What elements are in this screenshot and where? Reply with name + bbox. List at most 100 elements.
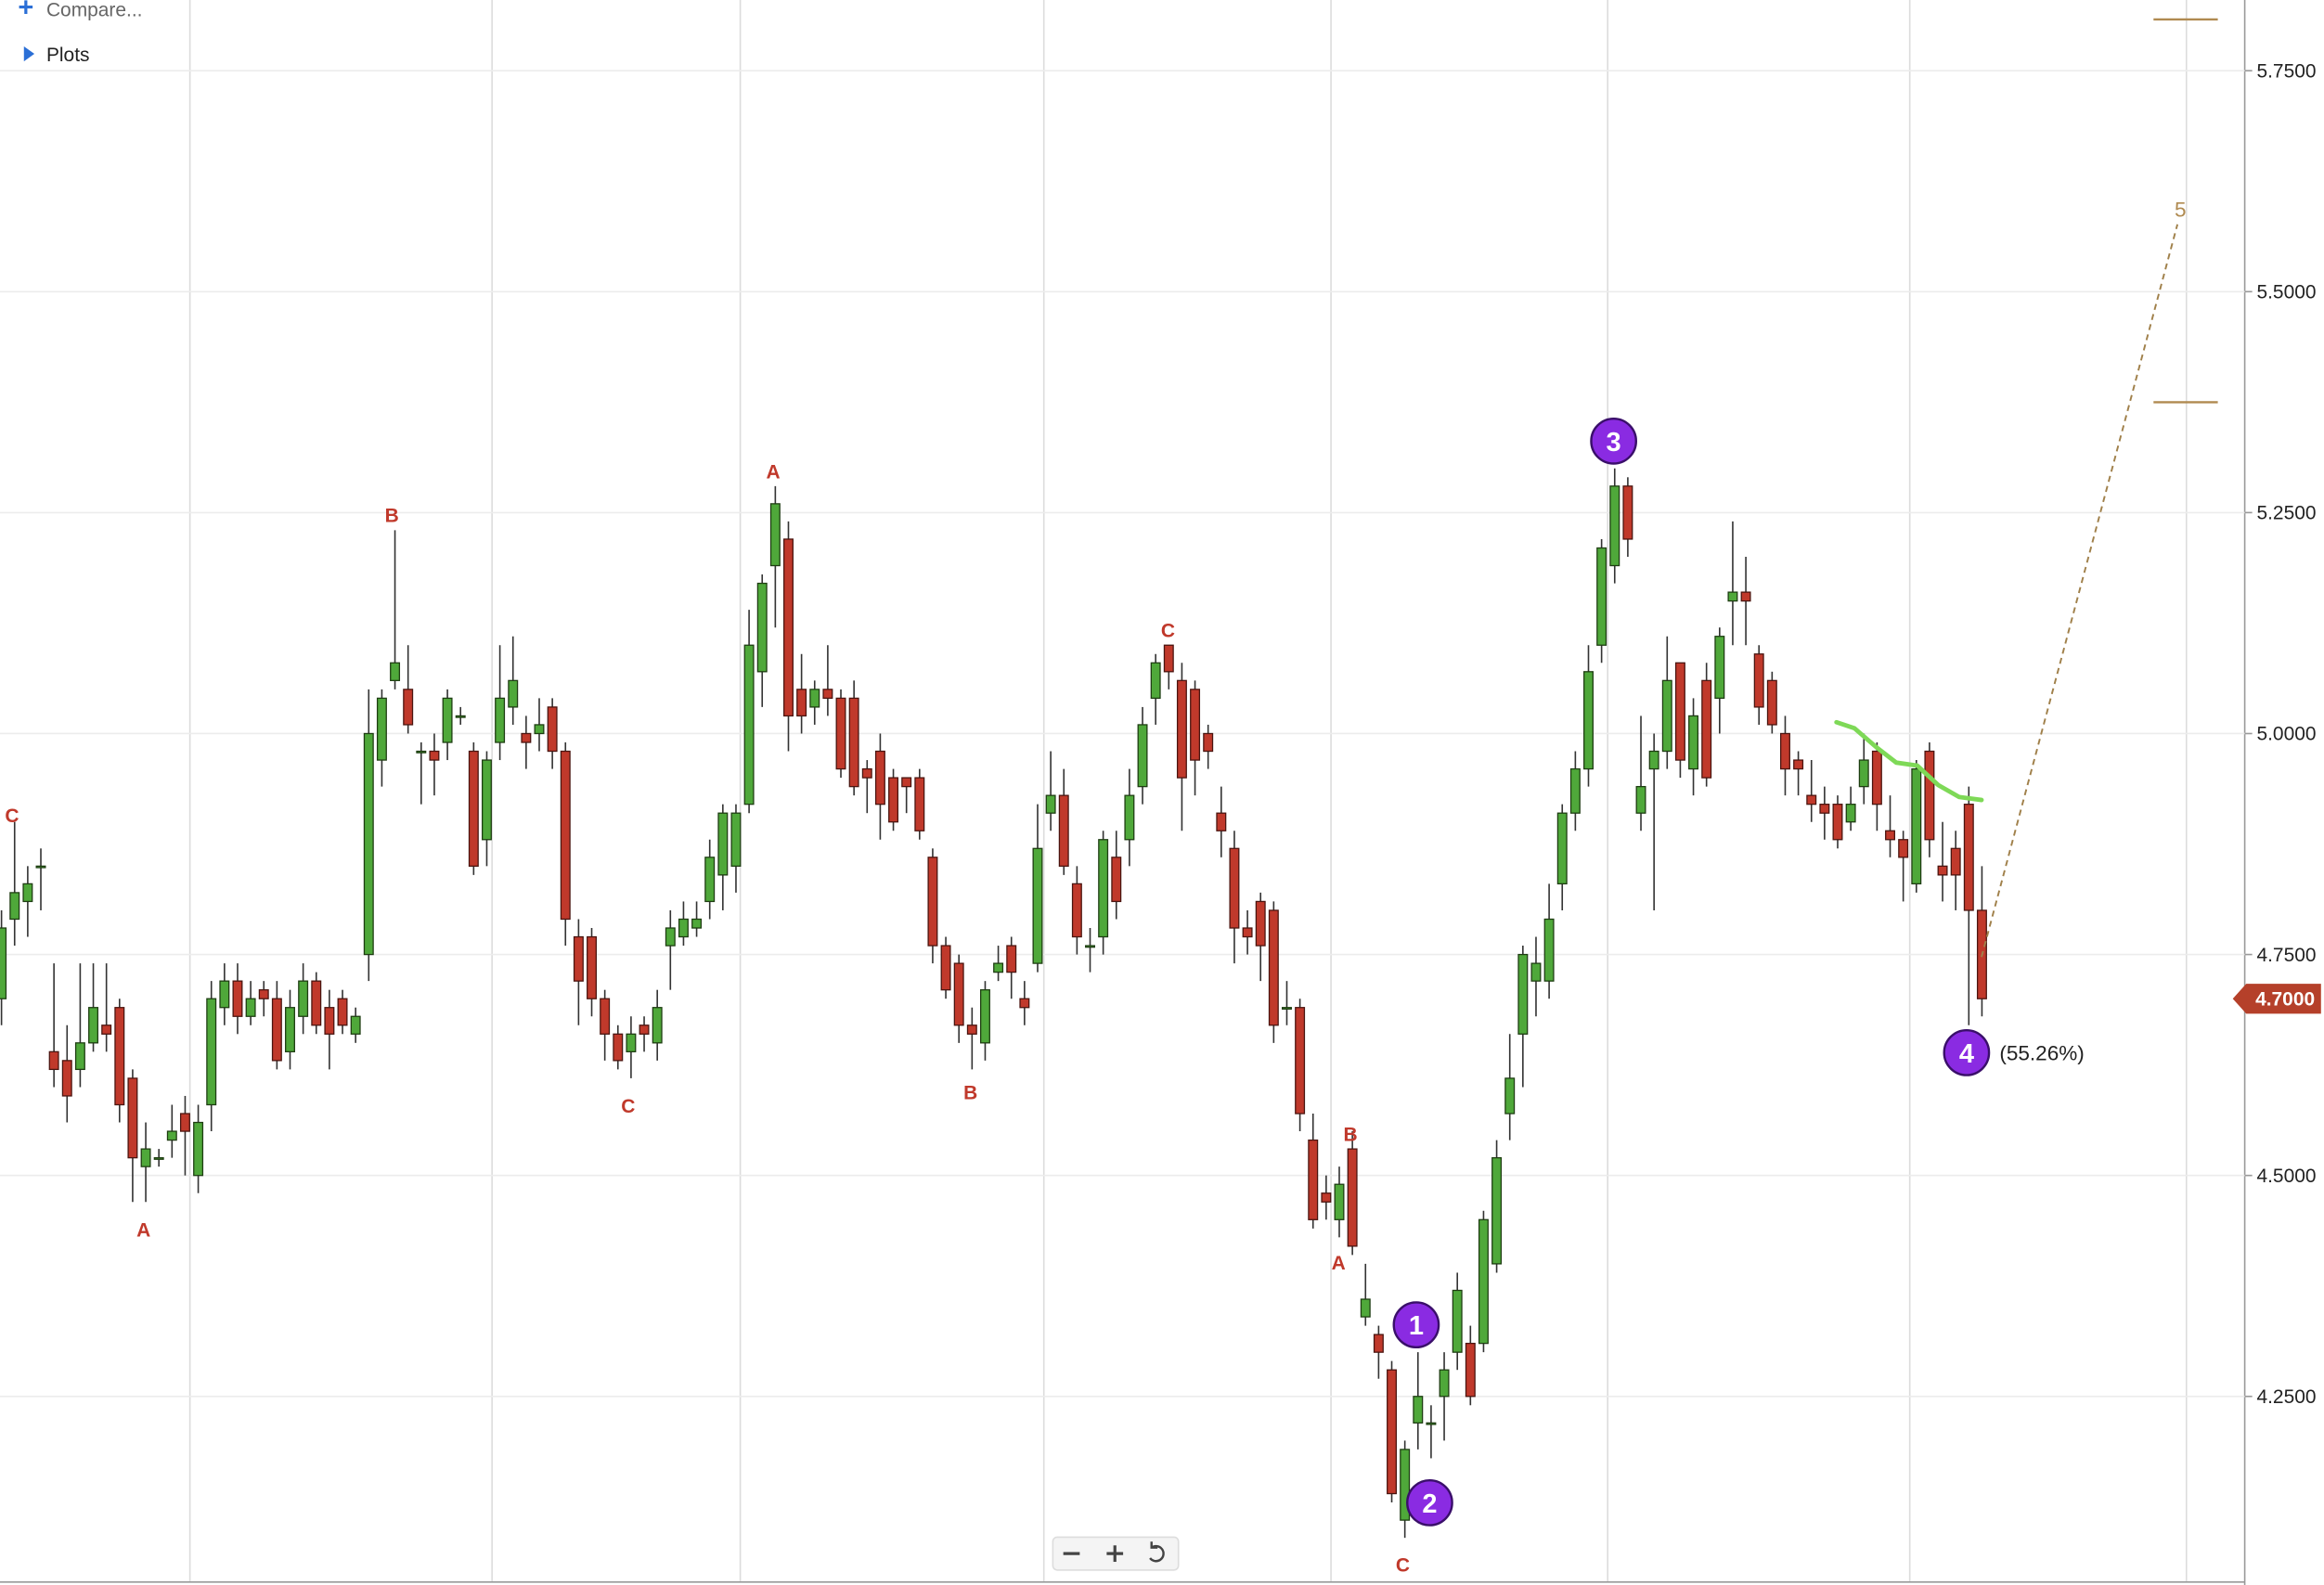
candle-body — [547, 706, 558, 753]
plots-button[interactable]: Plots — [46, 45, 90, 66]
candle-body — [600, 998, 611, 1035]
wave-count-marker — [1943, 1028, 1991, 1076]
retracement-label: (55.26%) — [1999, 1041, 2085, 1064]
compare-icon[interactable]: + — [18, 0, 33, 23]
candle-body — [1714, 636, 1725, 700]
wave-label: B — [385, 505, 399, 526]
last-price-label: 4.7000 — [2255, 988, 2315, 1010]
candle-body — [1504, 1077, 1516, 1115]
candle-body — [206, 998, 217, 1106]
y-tick-label: 4.5000 — [2256, 1166, 2316, 1187]
candle-body — [1019, 998, 1030, 1009]
wave-count-marker — [1392, 1301, 1440, 1349]
candle-body — [193, 1121, 204, 1177]
candle-body — [1688, 715, 1699, 770]
candle-body — [1583, 671, 1594, 770]
candle-body — [350, 1015, 361, 1035]
candle-body — [35, 865, 46, 869]
wave-count-label: 3 — [1607, 428, 1621, 457]
candle-body — [521, 732, 532, 743]
candle-body — [1858, 759, 1869, 788]
candle-body — [1740, 591, 1751, 602]
candle-body — [1911, 767, 1922, 885]
candle-body — [166, 1130, 177, 1141]
candle-body — [796, 689, 807, 717]
candle-body — [888, 777, 899, 823]
candle-body — [953, 962, 964, 1026]
candle-body — [993, 962, 1004, 973]
candle-body — [1806, 794, 1817, 805]
candle-body — [1871, 750, 1882, 805]
candle-body — [1766, 679, 1777, 726]
candle-body — [1674, 662, 1685, 761]
candle-body — [1006, 945, 1017, 973]
candle-body — [245, 998, 256, 1017]
candle-body — [1347, 1148, 1358, 1247]
candle-body — [101, 1024, 112, 1035]
candle-body — [468, 750, 479, 867]
candle-body — [0, 927, 7, 999]
candle-body — [1452, 1289, 1463, 1353]
wave-label: C — [1396, 1554, 1410, 1576]
candle-body — [232, 980, 243, 1017]
candle-body — [1085, 945, 1095, 948]
candle-body — [756, 582, 768, 673]
candle-body — [1543, 918, 1555, 982]
candle-body — [1478, 1218, 1489, 1345]
candle-body — [1661, 679, 1672, 753]
candle-body — [613, 1033, 624, 1062]
candle-body — [1163, 644, 1174, 673]
wave-count-marker — [1590, 417, 1637, 465]
candle-body — [1268, 909, 1279, 1026]
y-tick-label: 4.7500 — [2256, 945, 2316, 966]
candle-body — [704, 857, 716, 903]
wave-label: A — [766, 462, 780, 483]
candle-body — [848, 697, 859, 788]
candle-body — [717, 812, 729, 876]
candle-body — [560, 750, 571, 921]
candle-body — [1282, 1007, 1292, 1010]
plot: 4.2500 4.5000 4.7500 5.0000 5.2500 5.5000 5.75… — [0, 60, 2321, 1576]
candle-body — [1321, 1192, 1332, 1203]
candle-body — [1295, 1007, 1306, 1115]
candle-body — [324, 1007, 335, 1035]
candle-body — [1885, 830, 1895, 841]
candle-body — [1071, 883, 1082, 938]
candle-body — [1937, 865, 1948, 876]
candle-body — [1727, 591, 1738, 602]
candle-body — [1530, 962, 1542, 982]
candle-body — [429, 750, 440, 761]
candle-body — [901, 777, 912, 788]
candle-body — [508, 679, 519, 708]
candle-body — [1216, 812, 1227, 831]
wave-count-marker — [1406, 1478, 1453, 1527]
candle-body — [665, 927, 676, 947]
candle-body — [783, 538, 794, 717]
candle-body — [966, 1024, 977, 1035]
candle-body — [74, 1042, 85, 1071]
candle-body — [835, 697, 846, 770]
candle-body — [874, 750, 885, 805]
wave-label: A — [136, 1220, 150, 1242]
candle-body — [179, 1113, 190, 1132]
wave-label: C — [621, 1096, 635, 1117]
candle-body — [1569, 767, 1581, 814]
candle-body — [769, 503, 781, 567]
candle-body — [1465, 1342, 1476, 1398]
y-tick-label: 5.5000 — [2256, 282, 2316, 303]
plots-icon[interactable] — [23, 45, 35, 62]
zoom-reset[interactable] — [1149, 1541, 1165, 1563]
candle-body — [652, 1007, 663, 1044]
candle-body — [573, 935, 584, 982]
candle-body — [809, 689, 820, 708]
y-tick-label: 5.7500 — [2256, 60, 2316, 82]
candle-body — [363, 732, 374, 956]
candle-body — [1058, 794, 1069, 867]
trend-line — [1834, 719, 1984, 803]
time-grid — [188, 0, 2188, 1582]
candle-body — [495, 697, 506, 743]
candle-body — [1491, 1156, 1503, 1265]
compare-button[interactable]: Compare... — [46, 0, 143, 21]
candle-body — [285, 1007, 295, 1052]
